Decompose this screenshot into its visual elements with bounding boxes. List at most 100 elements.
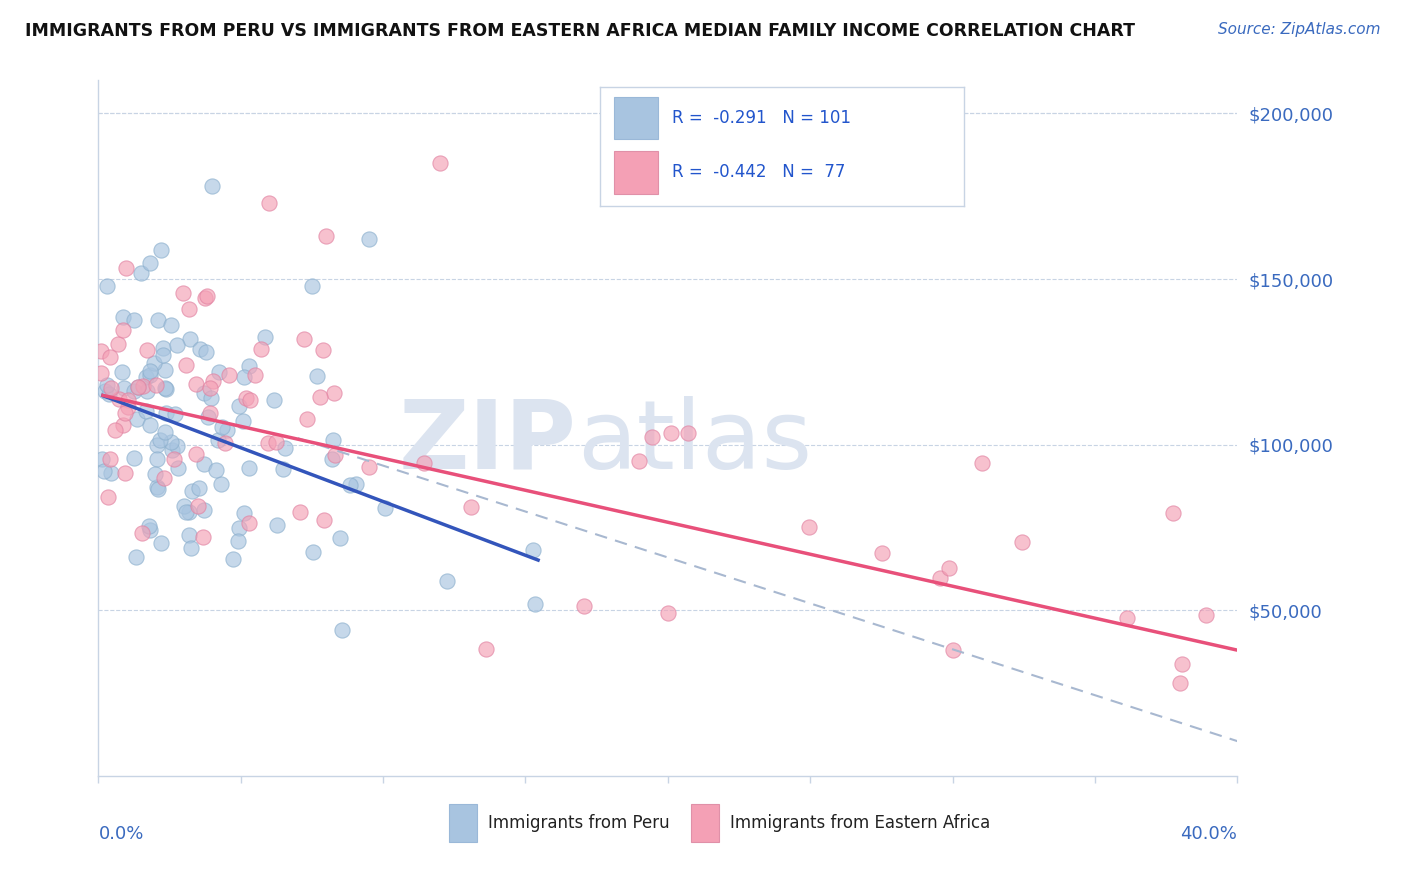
Point [344,477,367,491]
Point [138,368,160,383]
Point [1161,506,1184,520]
Point [98,350,121,364]
Point [90,343,112,358]
Point [188,481,211,495]
Point [90,366,112,380]
Point [929,571,952,585]
Point [122,384,145,398]
Point [374,500,396,515]
Text: ZIP: ZIP [399,395,576,489]
Point [322,433,344,447]
Point [259,195,281,210]
Point [628,454,651,468]
Point [195,289,218,303]
Point [314,512,336,526]
Point [186,447,208,461]
Point [233,506,256,520]
Point [297,412,319,426]
Point [114,466,136,480]
Point [359,460,381,475]
Point [200,392,222,406]
Point [143,356,166,370]
Point [143,467,166,481]
Point [235,392,257,406]
Point [112,310,135,324]
Point [149,433,172,447]
FancyBboxPatch shape [690,804,718,842]
Point [266,435,288,450]
Point [155,406,177,420]
Point [194,291,217,305]
Point [1171,657,1194,671]
Point [93,464,115,478]
Point [195,344,218,359]
Point [127,380,149,394]
Point [96,278,118,293]
Point [117,400,139,414]
Point [1194,607,1216,622]
Point [315,229,337,244]
Point [153,425,176,440]
Point [90,452,112,467]
Point [205,462,228,476]
Point [115,261,138,276]
Text: 40.0%: 40.0% [1181,825,1237,843]
Point [522,543,544,558]
Point [208,366,231,380]
Point [112,417,135,432]
Point [1170,676,1192,690]
FancyBboxPatch shape [449,804,477,842]
Point [872,546,894,560]
Point [191,530,214,544]
Point [266,517,288,532]
Point [307,369,329,384]
Point [149,535,172,549]
Point [165,407,187,421]
Point [135,404,157,418]
Point [155,381,177,395]
Point [162,442,184,457]
Point [173,499,195,513]
Point [122,313,145,327]
Point [322,386,344,401]
Point [339,478,361,492]
Point [193,385,215,400]
Point [357,232,380,246]
Point [214,435,236,450]
Point [138,364,160,378]
Point [135,369,157,384]
Point [97,491,120,505]
Point [127,379,149,393]
Point [292,332,315,346]
Point [131,526,153,541]
Point [232,369,254,384]
Point [136,343,159,358]
Point [174,505,197,519]
Text: 0.0%: 0.0% [98,825,143,843]
Point [117,393,139,408]
Point [218,368,240,382]
Point [155,382,177,396]
Point [201,179,224,194]
Point [942,643,965,657]
Point [238,516,260,530]
Point [970,456,993,470]
Point [202,375,225,389]
Point [197,409,219,424]
Point [330,623,353,637]
Point [98,451,121,466]
Text: Source: ZipAtlas.com: Source: ZipAtlas.com [1218,22,1381,37]
Text: IMMIGRANTS FROM PERU VS IMMIGRANTS FROM EASTERN AFRICA MEDIAN FAMILY INCOME CORR: IMMIGRANTS FROM PERU VS IMMIGRANTS FROM … [25,22,1135,40]
Point [226,534,249,549]
Point [166,337,188,351]
Point [110,365,132,379]
Point [238,461,260,475]
Point [321,451,343,466]
Point [125,549,148,564]
Point [112,381,135,395]
Point [111,323,134,337]
Point [245,368,267,383]
Point [100,381,122,395]
Point [312,343,335,357]
Point [257,436,280,450]
